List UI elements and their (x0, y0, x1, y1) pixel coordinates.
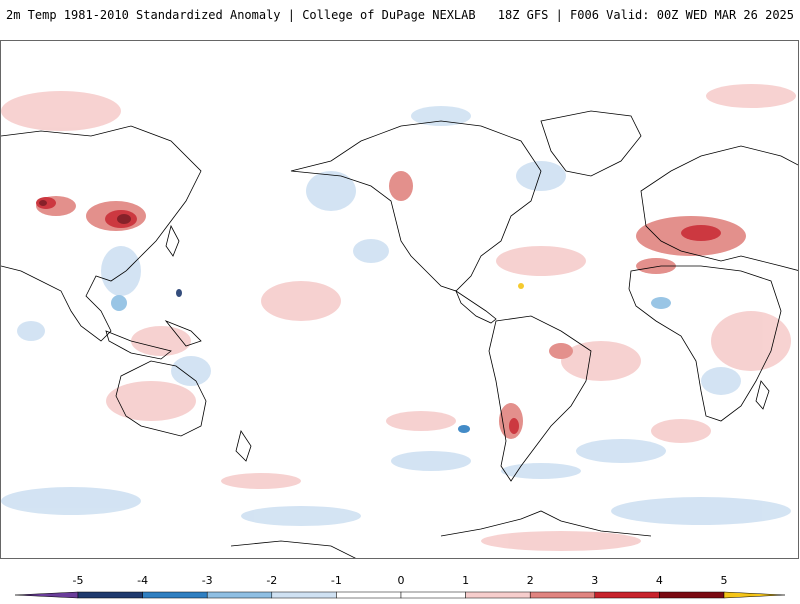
colorbar-tick-label: -1 (331, 574, 342, 587)
colorbar-tick-label: 2 (527, 574, 534, 587)
colorbar-segment (206, 591, 273, 599)
colorbar-segment (271, 591, 337, 599)
colorbar-segment (659, 591, 725, 599)
colorbar-tick-label: -4 (137, 574, 148, 587)
colorbar-arrow-high (723, 591, 786, 599)
colorbar-segment (336, 591, 402, 599)
colorbar-svg: -5 -4 -3 -2 -1 0 1 2 3 4 5 (14, 574, 786, 599)
colorbar-tick-label: 4 (656, 574, 663, 587)
anomaly-shading (1, 84, 796, 551)
colorbar-segment (400, 591, 466, 599)
colorbar-tick-label: -3 (202, 574, 213, 587)
colorbar-tick-label: 5 (721, 574, 728, 587)
colorbar-segment (142, 591, 208, 599)
colorbar: -5 -4 -3 -2 -1 0 1 2 3 4 5 (0, 570, 800, 600)
colorbar-segment (529, 591, 596, 599)
colorbar-tick-label: -2 (266, 574, 277, 587)
colorbar-tick-label: 0 (398, 574, 405, 587)
colorbar-segment (594, 591, 660, 599)
colorbar-segment (77, 591, 143, 599)
world-map-svg (1, 84, 798, 558)
map-title: 2m Temp 1981-2010 Standardized Anomaly |… (6, 8, 476, 22)
colorbar-tick-label: -5 (73, 574, 84, 587)
colorbar-segment (465, 591, 531, 599)
colorbar-tick-label: 3 (591, 574, 598, 587)
colorbar-tick-label: 1 (462, 574, 469, 587)
anomaly-map (0, 40, 799, 559)
colorbar-arrow-low (14, 591, 79, 599)
coastlines (1, 110, 798, 558)
model-run-label: 18Z GFS | F006 Valid: 00Z WED MAR 26 202… (497, 8, 794, 22)
